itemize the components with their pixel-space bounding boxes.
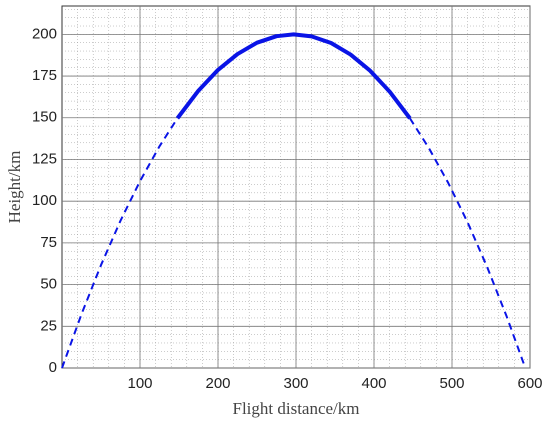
x-tick-label: 500 bbox=[439, 375, 464, 392]
y-tick-label: 0 bbox=[49, 359, 57, 376]
x-tick-label: 300 bbox=[283, 375, 308, 392]
series-line bbox=[409, 117, 527, 369]
x-tick-label: 100 bbox=[127, 375, 152, 392]
y-tick-label: 125 bbox=[32, 150, 57, 167]
x-tick-label: 400 bbox=[361, 375, 386, 392]
y-tick-label: 150 bbox=[32, 109, 57, 126]
series-line bbox=[61, 117, 179, 369]
y-tick-label: 75 bbox=[40, 234, 57, 251]
x-tick-label: 600 bbox=[517, 375, 542, 392]
x-tick-label: 200 bbox=[205, 375, 230, 392]
y-tick-label: 50 bbox=[40, 276, 57, 293]
y-tick-label: 25 bbox=[40, 317, 57, 334]
y-axis-title: Height/km bbox=[5, 151, 24, 224]
y-tick-label: 200 bbox=[32, 25, 57, 42]
x-axis-title: Flight distance/km bbox=[232, 399, 359, 418]
y-tick-label: 100 bbox=[32, 192, 57, 209]
series-line bbox=[175, 32, 412, 120]
y-tick-label: 175 bbox=[32, 67, 57, 84]
